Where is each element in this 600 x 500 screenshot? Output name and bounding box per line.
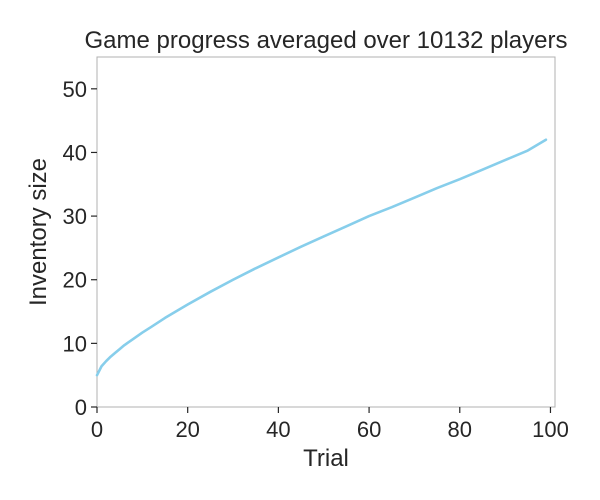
series-line (95, 138, 548, 377)
x-tick-label: 100 (532, 417, 569, 442)
y-axis-label: Inventory size (25, 158, 52, 306)
x-tick-label: 20 (175, 417, 199, 442)
x-tick-label: 60 (357, 417, 381, 442)
plot-area (96, 56, 556, 408)
x-tick-label: 0 (91, 417, 103, 442)
x-tick-label: 40 (266, 417, 290, 442)
x-axis-label: Trial (303, 445, 349, 472)
y-tick-label: 20 (63, 268, 87, 293)
y-tick-label: 10 (63, 331, 87, 356)
series-layer (95, 138, 548, 377)
y-tick-label: 50 (63, 77, 87, 102)
y-tick-label: 30 (63, 204, 87, 229)
y-axis: 0 10 20 30 40 50 (63, 77, 97, 420)
x-tick-label: 80 (448, 417, 472, 442)
chart-title: Game progress averaged over 10132 player… (85, 27, 568, 54)
y-tick-label: 0 (75, 395, 87, 420)
x-axis: 0 20 40 60 80 100 (91, 407, 569, 442)
y-tick-label: 40 (63, 140, 87, 165)
